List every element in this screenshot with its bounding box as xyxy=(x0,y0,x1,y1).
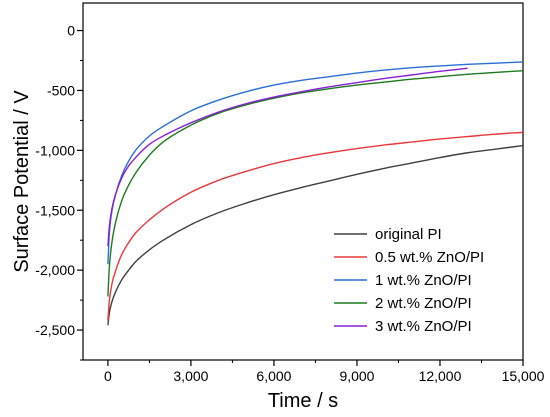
x-tick-label: 15,000 xyxy=(502,368,545,384)
y-tick-label: -1,500 xyxy=(35,202,75,218)
legend-label: 0.5 wt.% ZnO/PI xyxy=(375,249,484,266)
series-line-2 xyxy=(107,131,524,321)
y-tick-label: -2,500 xyxy=(35,322,75,338)
plot-frame xyxy=(82,2,524,361)
series-line-5 xyxy=(107,67,468,247)
series-lines xyxy=(107,61,524,326)
series-line-1 xyxy=(107,144,524,326)
y-tick-label: 0 xyxy=(67,23,75,39)
x-tick-label: 12,000 xyxy=(419,368,462,384)
legend-label: 3 wt.% ZnO/PI xyxy=(375,318,472,335)
legend-label: 1 wt.% ZnO/PI xyxy=(375,272,472,289)
series-line-3 xyxy=(107,61,524,265)
x-tick-label: 6,000 xyxy=(256,368,291,384)
y-tick-label: -500 xyxy=(47,82,75,98)
legend-label: original PI xyxy=(375,226,442,243)
x-tick-label: 0 xyxy=(104,368,112,384)
legend: original PI 0.5 wt.% ZnO/PI 1 wt.% ZnO/PI 2… xyxy=(334,226,484,335)
ticks: 0 3,000 6,000 9,000 12,000 15,000 0 -500 -1,000 -… xyxy=(35,23,544,384)
x-axis-title: Time / s xyxy=(268,390,338,412)
y-tick-label: -1,000 xyxy=(35,142,75,158)
y-tick-label: -2,000 xyxy=(35,262,75,278)
y-axis-title: Surface Potential / V xyxy=(11,90,33,273)
legend-label: 2 wt.% ZnO/PI xyxy=(375,295,472,312)
series-line-4 xyxy=(107,69,524,297)
x-tick-label: 3,000 xyxy=(173,368,208,384)
x-tick-label: 9,000 xyxy=(339,368,374,384)
